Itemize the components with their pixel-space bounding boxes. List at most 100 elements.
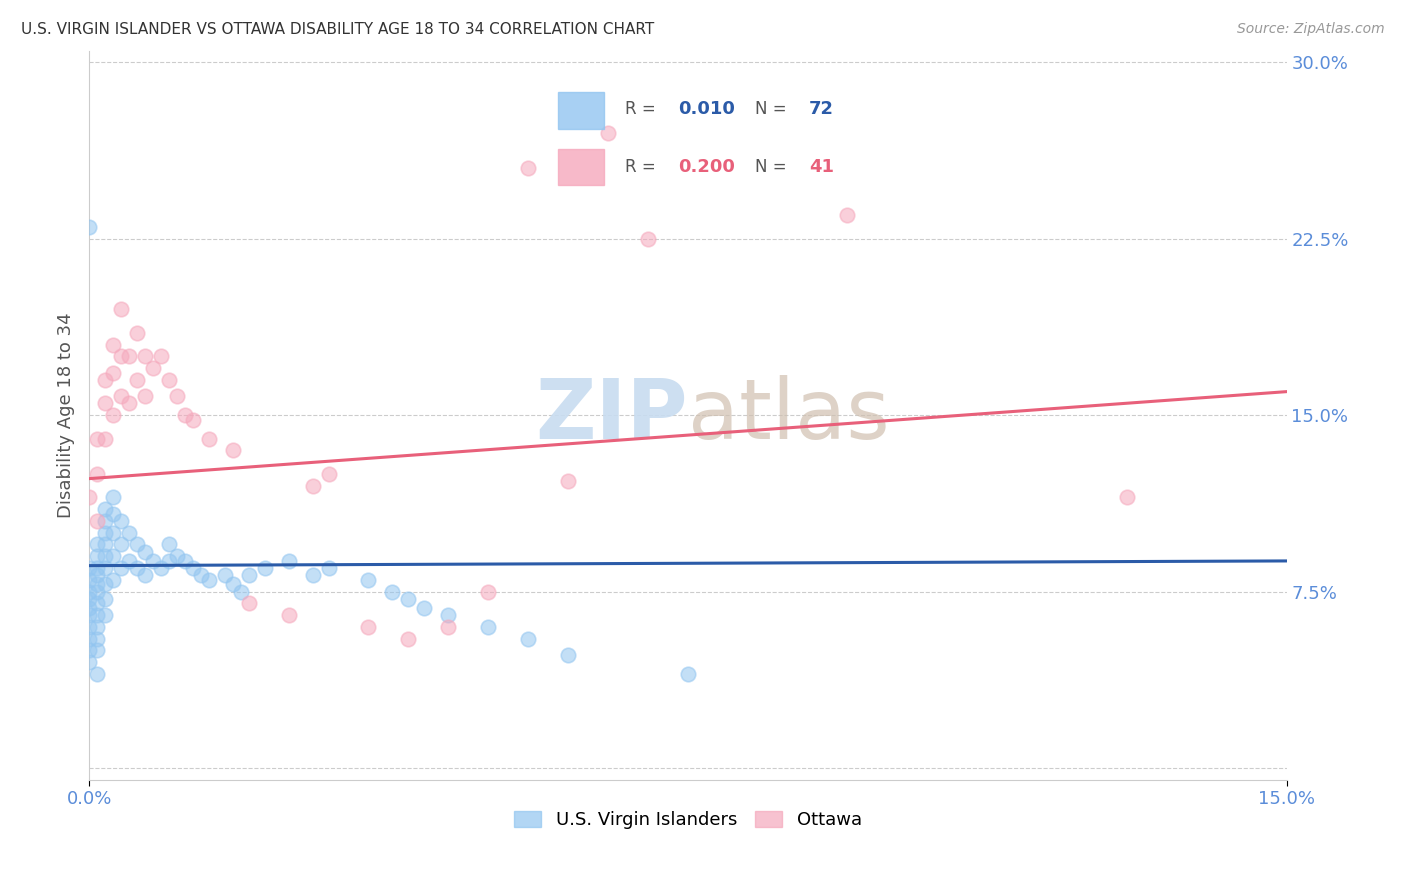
Point — [86, 432, 108, 446]
Point — [198, 573, 221, 587]
Point — [596, 126, 619, 140]
Point — [77, 561, 100, 575]
Point — [110, 537, 132, 551]
Point — [222, 577, 245, 591]
Point — [77, 643, 100, 657]
Point — [77, 573, 100, 587]
Point — [437, 620, 460, 634]
Point — [229, 584, 252, 599]
Point — [86, 620, 108, 634]
Point — [101, 507, 124, 521]
Point — [676, 666, 699, 681]
Point — [77, 620, 100, 634]
Point — [238, 596, 260, 610]
Point — [557, 648, 579, 662]
Point — [77, 601, 100, 615]
Point — [86, 537, 108, 551]
Point — [118, 350, 141, 364]
Point — [94, 607, 117, 622]
Point — [77, 584, 100, 599]
Point — [318, 467, 340, 481]
Point — [94, 432, 117, 446]
Point — [357, 620, 380, 634]
Point — [77, 491, 100, 505]
Point — [166, 549, 188, 564]
Point — [77, 655, 100, 669]
Point — [517, 161, 540, 176]
Point — [101, 525, 124, 540]
Point — [238, 568, 260, 582]
Point — [86, 549, 108, 564]
Point — [437, 607, 460, 622]
Point — [86, 666, 108, 681]
Point — [118, 525, 141, 540]
Point — [94, 537, 117, 551]
Point — [101, 337, 124, 351]
Point — [86, 514, 108, 528]
Point — [94, 561, 117, 575]
Point — [86, 568, 108, 582]
Point — [396, 632, 419, 646]
Point — [94, 525, 117, 540]
Point — [86, 607, 108, 622]
Point — [77, 632, 100, 646]
Point — [94, 549, 117, 564]
Point — [318, 561, 340, 575]
Point — [86, 596, 108, 610]
Point — [301, 478, 323, 492]
Point — [94, 396, 117, 410]
Point — [134, 350, 156, 364]
Point — [142, 554, 165, 568]
Point — [1116, 491, 1139, 505]
Point — [181, 413, 204, 427]
Point — [198, 432, 221, 446]
Point — [110, 514, 132, 528]
Point — [125, 561, 148, 575]
Point — [110, 302, 132, 317]
Point — [477, 584, 499, 599]
Point — [142, 361, 165, 376]
Point — [477, 620, 499, 634]
Point — [517, 632, 540, 646]
Point — [86, 584, 108, 599]
Point — [94, 591, 117, 606]
Point — [86, 643, 108, 657]
Legend: U.S. Virgin Islanders, Ottawa: U.S. Virgin Islanders, Ottawa — [506, 804, 869, 836]
Point — [77, 607, 100, 622]
Point — [181, 561, 204, 575]
Point — [94, 514, 117, 528]
Point — [86, 632, 108, 646]
Point — [134, 568, 156, 582]
Point — [110, 389, 132, 403]
Text: Source: ZipAtlas.com: Source: ZipAtlas.com — [1237, 22, 1385, 37]
Point — [77, 220, 100, 235]
Point — [101, 549, 124, 564]
Point — [357, 573, 380, 587]
Point — [101, 491, 124, 505]
Point — [277, 554, 299, 568]
Point — [149, 561, 172, 575]
Text: ZIP: ZIP — [536, 375, 688, 456]
Point — [277, 607, 299, 622]
Point — [301, 568, 323, 582]
Point — [101, 408, 124, 422]
Point — [134, 544, 156, 558]
Point — [125, 537, 148, 551]
Point — [157, 554, 180, 568]
Point — [381, 584, 404, 599]
Point — [110, 350, 132, 364]
Point — [557, 474, 579, 488]
Point — [253, 561, 276, 575]
Point — [118, 396, 141, 410]
Point — [86, 561, 108, 575]
Point — [94, 577, 117, 591]
Text: U.S. VIRGIN ISLANDER VS OTTAWA DISABILITY AGE 18 TO 34 CORRELATION CHART: U.S. VIRGIN ISLANDER VS OTTAWA DISABILIT… — [21, 22, 654, 37]
Point — [118, 554, 141, 568]
Point — [110, 561, 132, 575]
Point — [837, 208, 859, 222]
Point — [149, 350, 172, 364]
Point — [125, 373, 148, 387]
Text: atlas: atlas — [688, 375, 890, 456]
Point — [77, 591, 100, 606]
Point — [214, 568, 236, 582]
